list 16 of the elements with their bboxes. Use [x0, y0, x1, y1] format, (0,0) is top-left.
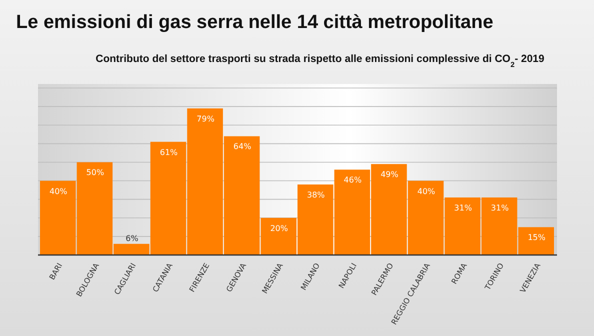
chart-subtitle: Contributo del settore trasporti su strada rispetto alle emissioni complessive di CO$_{2}$- 2019 — [96, 53, 545, 68]
data-label: 38% — [307, 190, 326, 200]
data-label: 20% — [270, 224, 288, 233]
data-label: 15% — [528, 233, 546, 242]
data-label: 31% — [490, 203, 510, 212]
data-label: 61% — [160, 148, 178, 157]
data-label: 50% — [86, 168, 104, 178]
data-label: 40% — [417, 186, 436, 196]
data-label: 46% — [344, 176, 362, 185]
data-label: 6% — [126, 234, 139, 243]
data-label: 64% — [233, 142, 252, 152]
data-label: 49% — [380, 170, 399, 180]
data-label: 31% — [454, 203, 472, 212]
chart-title: Le emissioni di gas serra nelle 14 città metropolitane — [16, 12, 494, 33]
data-label: 40% — [50, 186, 68, 196]
data-label: 79% — [196, 114, 215, 124]
